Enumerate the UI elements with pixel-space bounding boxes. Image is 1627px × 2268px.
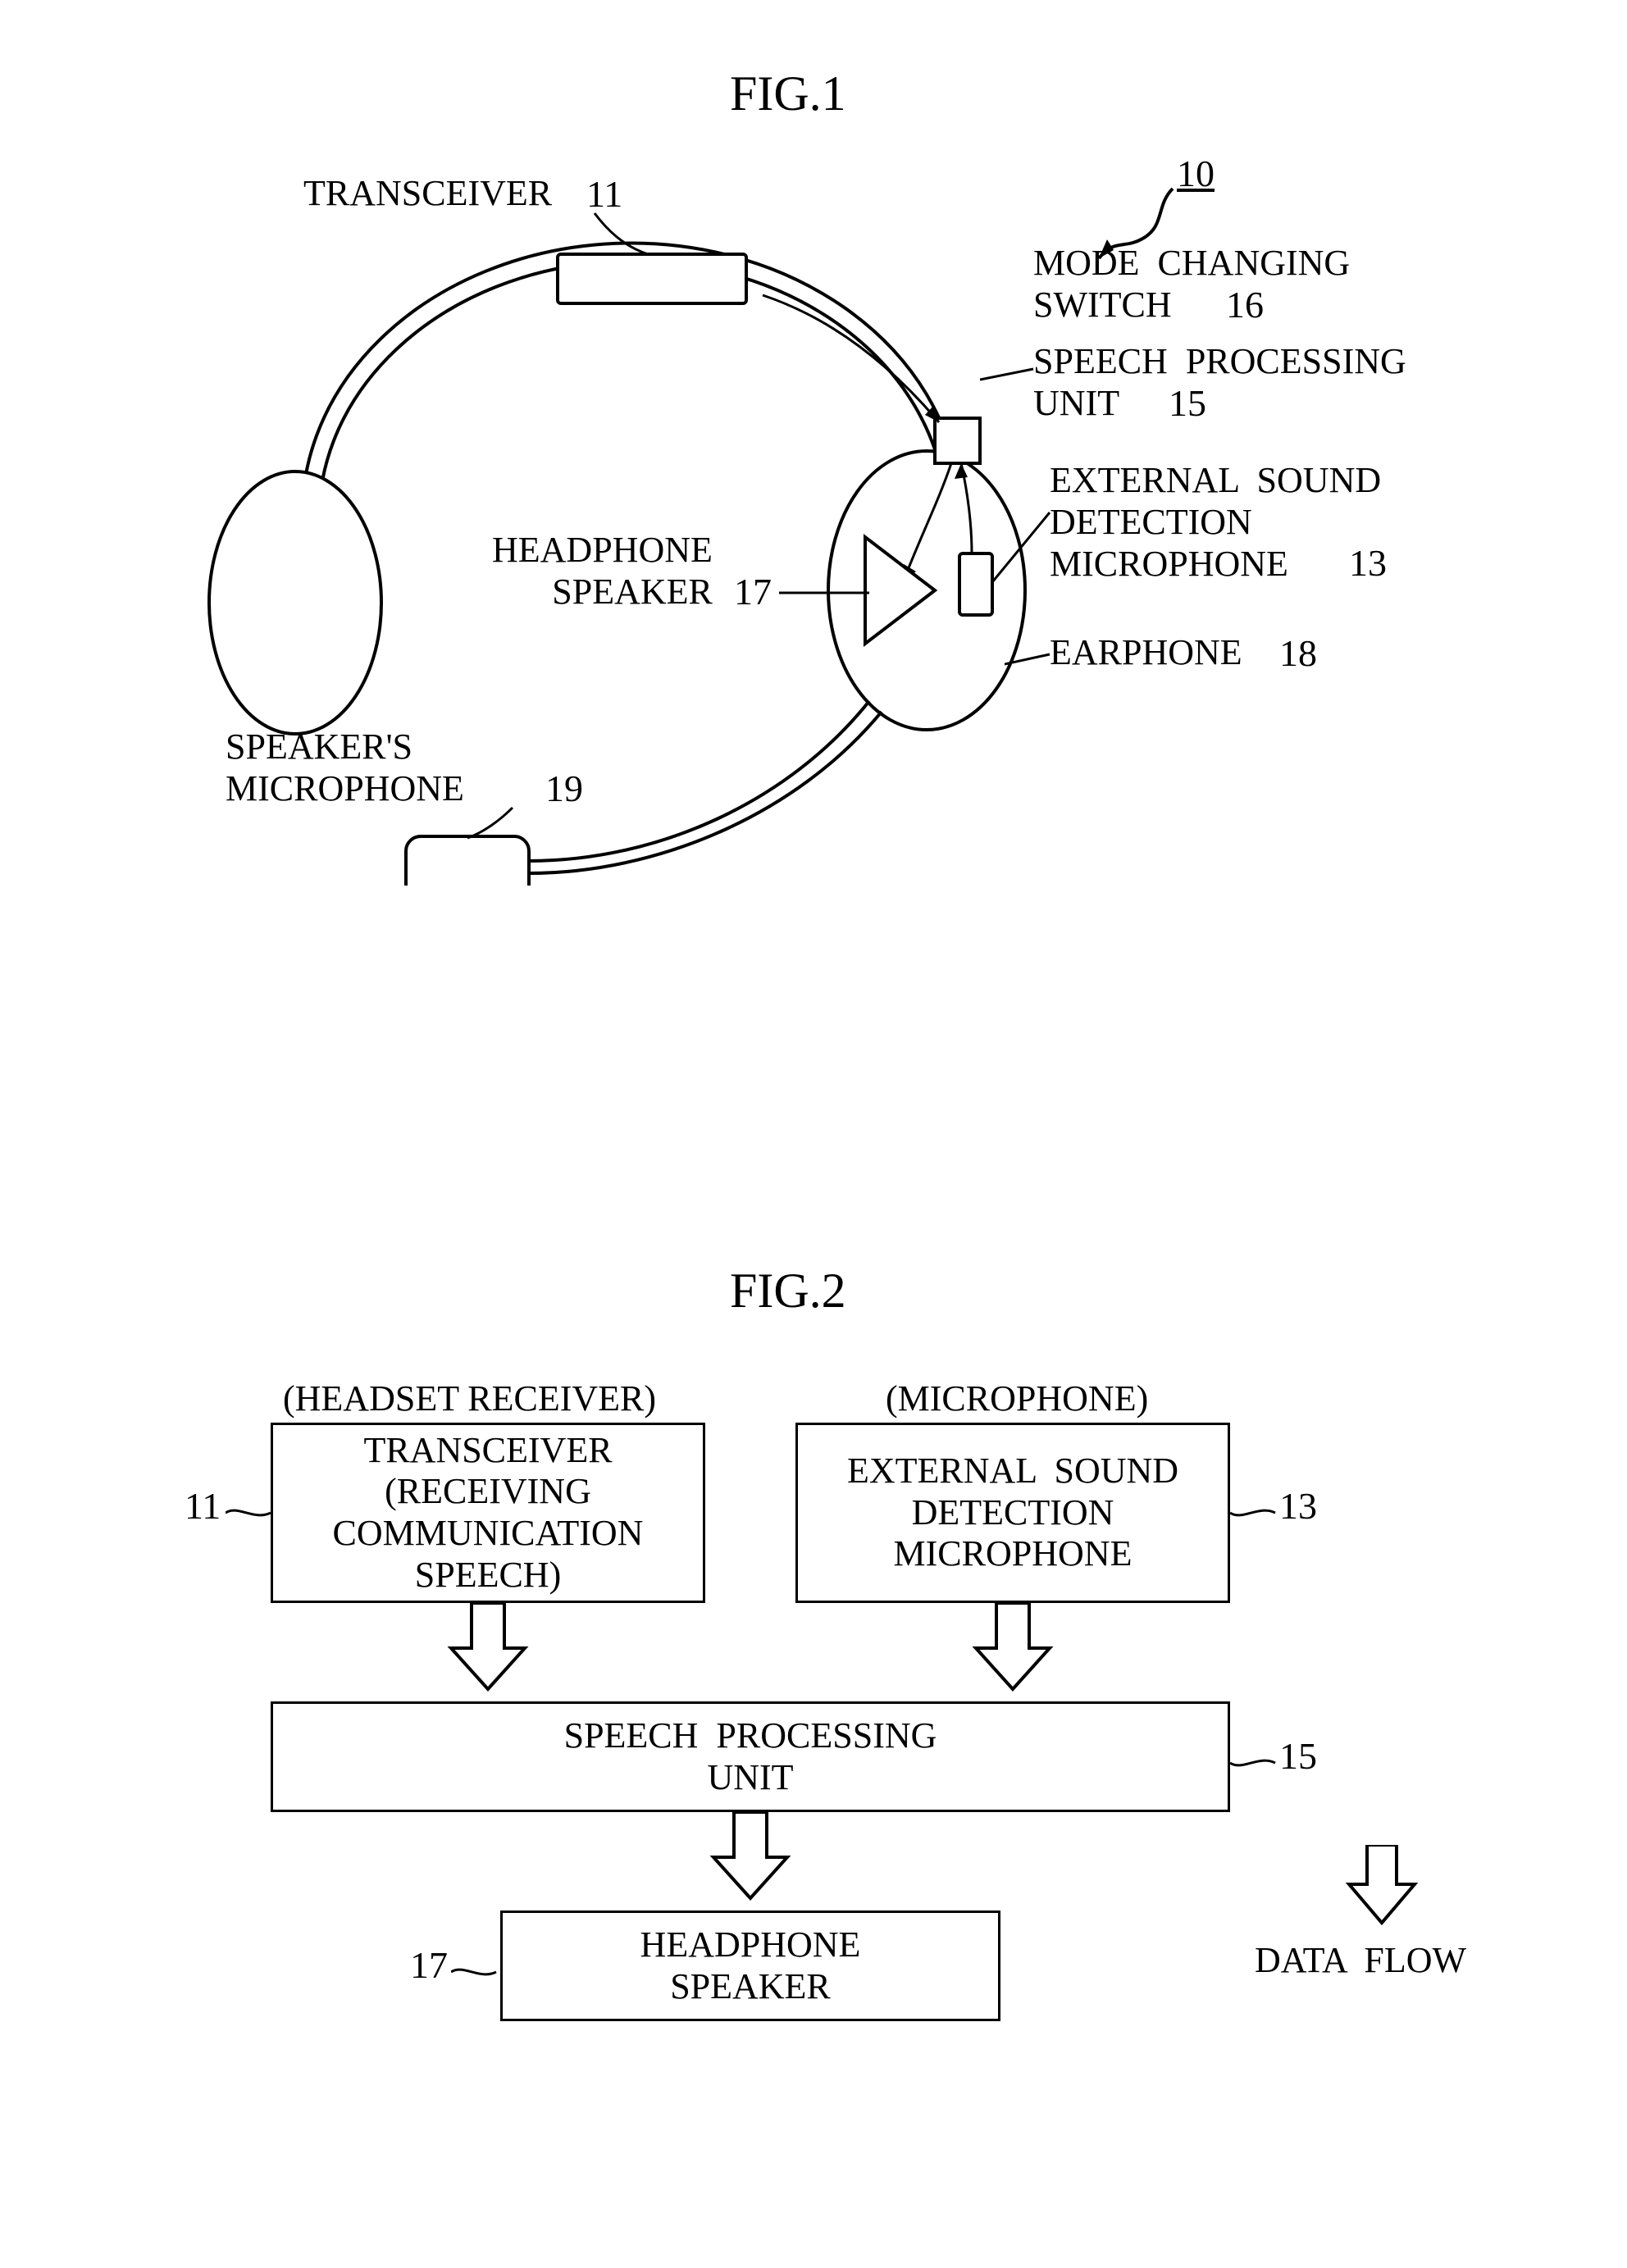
fig2-ref-hp-speaker: 17	[410, 1943, 448, 1987]
fig1-label-hp-speaker: HEADPHONE SPEAKER	[492, 529, 713, 613]
fig2-box-transceiver-text: TRANSCEIVER (RECEIVING COMMUNICATION SPE…	[333, 1430, 644, 1596]
fig1-leader-hp-speaker	[779, 586, 877, 611]
fig2-paren-right: (MICROPHONE)	[886, 1378, 1148, 1419]
fig2-box-ext-mic-text: EXTERNAL SOUND DETECTION MICROPHONE	[847, 1451, 1178, 1575]
fig2-leader-ext-mic	[1230, 1501, 1279, 1525]
fig1-title: FIG.1	[730, 66, 846, 122]
fig2-arrow-left-down	[447, 1603, 529, 1693]
fig2-dataflow-arrow	[1345, 1845, 1419, 1927]
fig1-leader-speech-unit	[980, 365, 1037, 389]
fig1-leader-transceiver	[590, 209, 664, 266]
page: FIG.1 10	[0, 0, 1627, 2268]
fig1-leader-spk-mic	[463, 804, 521, 845]
fig1-ref-hp-speaker: 17	[734, 570, 772, 613]
fig2-dataflow-label: DATA FLOW	[1255, 1939, 1466, 1981]
fig2-box-transceiver: TRANSCEIVER (RECEIVING COMMUNICATION SPE…	[271, 1423, 705, 1603]
fig1-leader-ext-mic	[992, 508, 1054, 590]
fig1-ref-mode-switch: 16	[1226, 283, 1264, 326]
fig2-leader-transceiver	[226, 1501, 275, 1525]
fig2-arrow-spu-down	[709, 1812, 791, 1902]
fig1-label-mode-switch: MODE CHANGING SWITCH	[1033, 242, 1350, 326]
fig1-ref-speech-unit: 15	[1169, 381, 1206, 425]
fig1-label-earphone: EARPHONE	[1050, 631, 1242, 673]
fig2-title: FIG.2	[730, 1263, 846, 1319]
fig2-leader-hp-speaker	[451, 1960, 500, 1984]
fig1-ref-earphone: 18	[1279, 631, 1317, 675]
fig1-leader-earphone	[1005, 652, 1054, 676]
fig2-arrow-right-down	[972, 1603, 1054, 1693]
fig2-ref-transceiver: 11	[185, 1484, 221, 1528]
fig2-leader-spu	[1230, 1751, 1279, 1775]
fig2-ref-ext-mic: 13	[1279, 1484, 1317, 1528]
fig1-label-spk-mic: SPEAKER'S MICROPHONE	[226, 726, 464, 809]
fig2-box-spu: SPEECH PROCESSING UNIT	[271, 1701, 1230, 1812]
fig1-label-transceiver: TRANSCEIVER	[303, 172, 552, 214]
fig2-paren-left: (HEADSET RECEIVER)	[283, 1378, 656, 1419]
fig1-ref-spk-mic: 19	[545, 767, 583, 810]
fig1-ref-ext-mic: 13	[1349, 541, 1387, 585]
fig2-box-spu-text: SPEECH PROCESSING UNIT	[564, 1715, 937, 1798]
fig1-label-speech-unit: SPEECH PROCESSING UNIT	[1033, 340, 1406, 424]
fig1-label-ext-mic: EXTERNAL SOUND DETECTION MICROPHONE	[1050, 459, 1381, 585]
fig2-ref-spu: 15	[1279, 1734, 1317, 1778]
fig2-box-hp-speaker: HEADPHONE SPEAKER	[500, 1910, 1000, 2021]
fig2-box-hp-speaker-text: HEADPHONE SPEAKER	[640, 1924, 861, 2007]
fig2-box-ext-mic: EXTERNAL SOUND DETECTION MICROPHONE	[795, 1423, 1230, 1603]
